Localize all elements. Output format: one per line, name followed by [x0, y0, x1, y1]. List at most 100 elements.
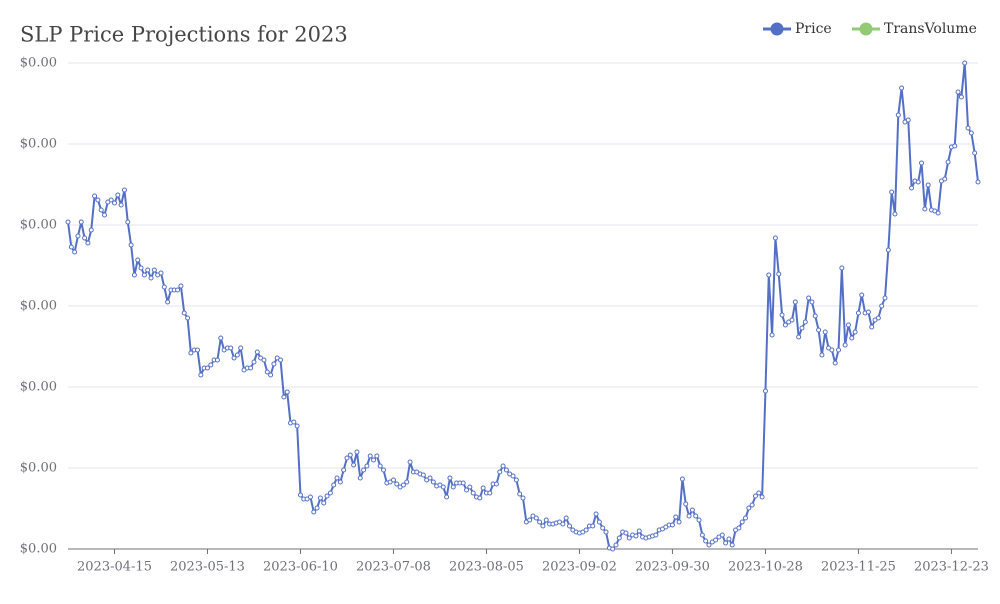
x-tick-label: 2023-11-25 — [821, 560, 896, 575]
legend-icon[interactable] — [859, 22, 873, 36]
data-point — [85, 240, 91, 246]
data-point — [128, 242, 134, 248]
x-tick-label: 2023-09-30 — [635, 560, 710, 575]
data-point — [596, 519, 602, 525]
data-point — [131, 272, 137, 278]
y-tick-label: $0.00 — [20, 137, 57, 152]
data-point — [520, 495, 526, 501]
data-point — [78, 219, 84, 225]
data-point — [404, 479, 410, 485]
data-point — [537, 519, 543, 525]
data-point — [88, 227, 94, 233]
data-point — [789, 317, 795, 323]
data-point — [493, 481, 499, 487]
data-point — [829, 347, 835, 353]
data-point — [175, 287, 181, 293]
data-point — [331, 482, 337, 488]
data-point — [889, 189, 895, 195]
data-point — [613, 542, 619, 548]
data-point — [68, 244, 74, 250]
data-point — [497, 469, 503, 475]
data-point — [706, 542, 712, 548]
data-point — [407, 459, 413, 465]
data-point — [447, 475, 453, 481]
data-point — [307, 494, 313, 500]
data-point — [636, 528, 642, 534]
data-point — [885, 247, 891, 253]
data-point — [228, 345, 234, 351]
data-point — [111, 200, 117, 206]
data-point — [347, 452, 353, 458]
data-point — [65, 219, 71, 225]
data-point — [161, 284, 167, 290]
data-point — [869, 324, 875, 330]
data-point — [344, 455, 350, 461]
data-point — [460, 480, 466, 486]
legend-label[interactable]: TransVolume — [884, 21, 977, 37]
data-point — [231, 355, 237, 361]
data-point — [251, 359, 257, 365]
data-point — [669, 522, 675, 528]
y-tick-label: $0.00 — [20, 542, 57, 557]
data-point — [108, 197, 114, 203]
data-point — [626, 535, 632, 541]
data-point — [816, 327, 822, 333]
data-point — [427, 475, 433, 481]
data-point — [148, 275, 154, 281]
data-point — [75, 233, 81, 239]
data-point — [151, 267, 157, 273]
data-point — [895, 112, 901, 118]
data-point — [879, 303, 885, 309]
data-point — [583, 527, 589, 533]
data-point — [291, 419, 297, 425]
data-point — [278, 357, 284, 363]
data-point — [679, 476, 685, 482]
data-point — [178, 283, 184, 289]
data-point — [739, 519, 745, 525]
data-point — [440, 484, 446, 490]
data-point — [772, 235, 778, 241]
data-point — [294, 423, 300, 429]
y-tick-label: $0.00 — [20, 380, 57, 395]
data-point — [121, 187, 127, 193]
y-tick-label: $0.00 — [20, 56, 57, 71]
legend-icon[interactable] — [770, 22, 784, 36]
data-point — [952, 143, 958, 149]
data-point — [337, 479, 343, 485]
x-tick-label: 2023-10-28 — [728, 560, 803, 575]
data-point — [633, 533, 639, 539]
data-point — [686, 513, 692, 519]
data-point — [513, 477, 519, 483]
data-point — [195, 347, 201, 353]
data-point — [281, 394, 287, 400]
data-point — [942, 176, 948, 182]
data-point — [533, 515, 539, 521]
data-point — [464, 487, 470, 493]
data-point — [125, 219, 131, 225]
data-point — [470, 490, 476, 496]
data-point — [341, 467, 347, 473]
data-point — [367, 453, 373, 459]
data-point — [98, 207, 104, 213]
data-point — [543, 517, 549, 523]
data-point — [450, 484, 456, 490]
data-point — [141, 272, 147, 278]
data-point — [849, 335, 855, 341]
data-point — [699, 532, 705, 538]
data-point — [696, 517, 702, 523]
data-point — [859, 292, 865, 298]
data-point — [593, 511, 599, 517]
data-point — [527, 517, 533, 523]
data-point — [836, 347, 842, 353]
data-point — [214, 357, 220, 363]
data-point — [975, 179, 981, 185]
legend-label[interactable]: Price — [795, 21, 832, 37]
data-point — [723, 540, 729, 546]
data-point — [400, 482, 406, 488]
data-point — [284, 389, 290, 395]
data-point — [444, 494, 450, 500]
data-point — [314, 505, 320, 511]
data-point — [892, 211, 898, 217]
data-point — [377, 463, 383, 469]
